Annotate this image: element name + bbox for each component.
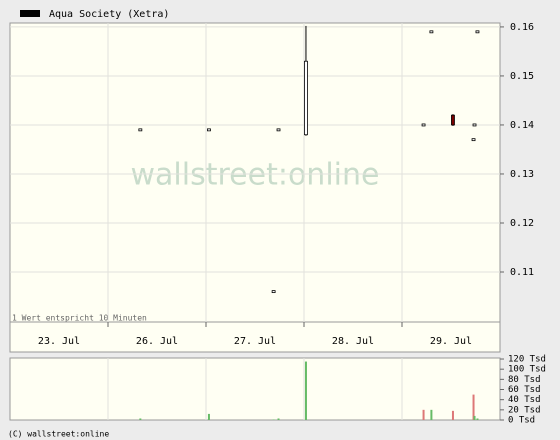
y2-tick-label: 20 Tsd: [508, 405, 541, 415]
candle-body: [471, 138, 476, 142]
y-tick-label: 0.12: [510, 218, 534, 229]
note: 1 Wert entspricht 10 Minuten: [12, 314, 147, 323]
volume-bar: [472, 394, 475, 420]
legend-swatch: [20, 10, 40, 17]
x-tick-label: 27. Jul: [234, 336, 276, 347]
y2-tick-label: 60 Tsd: [508, 385, 541, 395]
y2-tick-label: 40 Tsd: [508, 395, 541, 405]
candle-body: [472, 123, 477, 127]
y-tick-label: 0.13: [510, 169, 534, 180]
x-tick-label: 23. Jul: [38, 336, 80, 347]
volume-bar: [272, 419, 275, 420]
x-tick-label: 28. Jul: [332, 336, 374, 347]
y-tick-label: 0.15: [510, 71, 534, 82]
candle-body: [138, 128, 143, 132]
candle-body: [271, 290, 276, 294]
x-axis-panel: [9, 321, 501, 353]
y-tick-label: 0.16: [510, 22, 534, 33]
candle-body: [304, 60, 308, 136]
y2-tick-label: 100 Tsd: [508, 365, 546, 375]
candle-body: [421, 123, 426, 127]
y2-tick-label: 0 Tsd: [508, 416, 535, 426]
volume-bar: [451, 410, 454, 420]
y-tick-label: 0.11: [510, 267, 534, 278]
volume-bar: [304, 361, 307, 420]
volume-bar: [430, 409, 433, 420]
volume-bar: [139, 418, 142, 420]
candle-body: [276, 128, 281, 132]
volume-bar: [207, 413, 210, 420]
footer: (C) wallstreet:online: [8, 430, 109, 439]
y2-tick-label: 80 Tsd: [508, 375, 541, 385]
volume-bar: [277, 418, 280, 420]
candle-body: [475, 30, 480, 34]
watermark: wallstreet:online: [131, 158, 380, 193]
y2-tick-label: 120 Tsd: [508, 355, 546, 365]
x-tick-label: 29. Jul: [430, 336, 472, 347]
x-tick-label: 26. Jul: [136, 336, 178, 347]
candle-body: [429, 30, 434, 34]
volume-bar: [422, 409, 425, 420]
volume-panel: [9, 357, 501, 421]
volume-bar: [473, 415, 476, 420]
candle-body: [451, 114, 455, 126]
candle-body: [207, 128, 211, 132]
legend-label: Aqua Society (Xetra): [49, 9, 169, 20]
volume-bar: [476, 418, 479, 420]
y-tick-label: 0.14: [510, 120, 534, 131]
